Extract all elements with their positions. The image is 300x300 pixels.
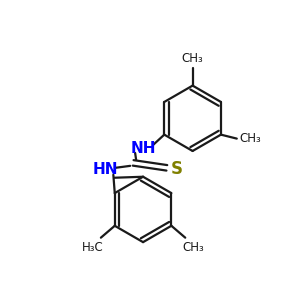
Text: HN: HN [93, 162, 118, 177]
Text: CH₃: CH₃ [240, 132, 262, 145]
Text: CH₃: CH₃ [182, 52, 203, 65]
Text: S: S [171, 160, 183, 178]
Text: CH₃: CH₃ [182, 241, 204, 254]
Text: NH: NH [130, 140, 156, 155]
Text: H₃C: H₃C [82, 241, 104, 254]
